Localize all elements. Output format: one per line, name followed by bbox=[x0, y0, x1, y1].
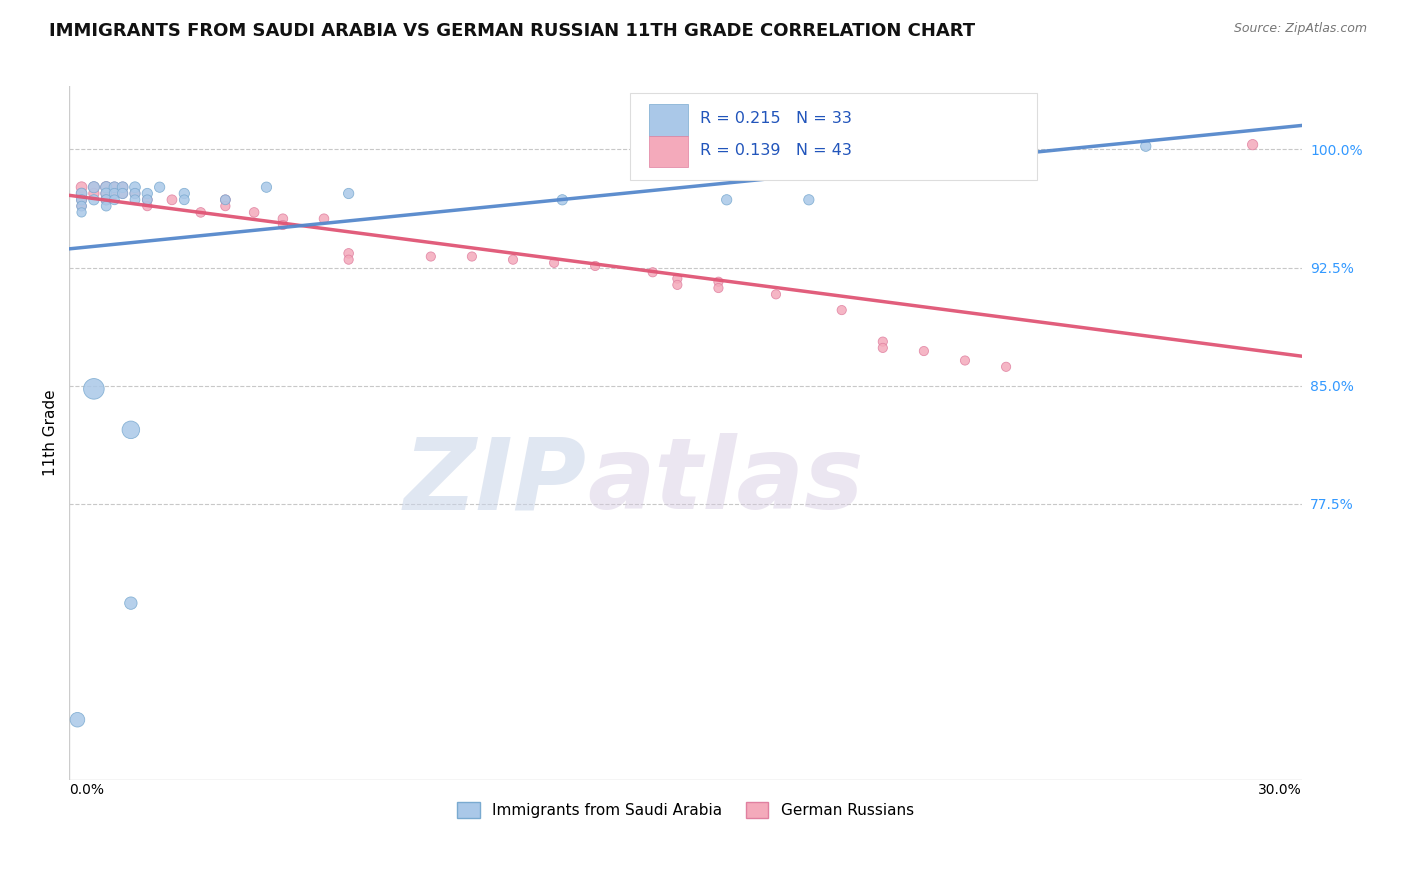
Point bbox=[96, 180, 118, 194]
Text: R = 0.215   N = 33: R = 0.215 N = 33 bbox=[700, 112, 852, 127]
Point bbox=[190, 205, 212, 219]
Point bbox=[70, 186, 93, 201]
Point bbox=[149, 180, 172, 194]
Point bbox=[173, 193, 195, 207]
Point bbox=[70, 205, 93, 219]
Point bbox=[912, 344, 935, 359]
Point bbox=[995, 359, 1018, 374]
Point bbox=[124, 186, 146, 201]
Point bbox=[103, 180, 125, 194]
Point bbox=[872, 341, 894, 355]
Point bbox=[120, 596, 142, 610]
Text: R = 0.139   N = 43: R = 0.139 N = 43 bbox=[700, 143, 852, 158]
Point bbox=[1241, 137, 1264, 152]
Point bbox=[136, 193, 159, 207]
Point bbox=[70, 193, 93, 207]
Point bbox=[111, 186, 134, 201]
Point bbox=[96, 180, 118, 194]
Point bbox=[124, 193, 146, 207]
FancyBboxPatch shape bbox=[630, 94, 1036, 180]
Point bbox=[96, 186, 118, 201]
FancyBboxPatch shape bbox=[648, 104, 688, 136]
Point bbox=[716, 193, 738, 207]
Point bbox=[214, 193, 236, 207]
Text: Source: ZipAtlas.com: Source: ZipAtlas.com bbox=[1233, 22, 1367, 36]
Point bbox=[551, 193, 574, 207]
Point bbox=[953, 353, 976, 368]
Point bbox=[111, 180, 134, 194]
Point bbox=[214, 199, 236, 213]
Point bbox=[96, 193, 118, 207]
Text: ZIP: ZIP bbox=[404, 433, 586, 530]
Point bbox=[96, 193, 118, 207]
Point bbox=[337, 186, 360, 201]
Text: IMMIGRANTS FROM SAUDI ARABIA VS GERMAN RUSSIAN 11TH GRADE CORRELATION CHART: IMMIGRANTS FROM SAUDI ARABIA VS GERMAN R… bbox=[49, 22, 976, 40]
Point bbox=[111, 186, 134, 201]
Point bbox=[111, 180, 134, 194]
Text: atlas: atlas bbox=[586, 433, 863, 530]
Point bbox=[214, 193, 236, 207]
Point bbox=[70, 193, 93, 207]
Point bbox=[66, 713, 89, 727]
Point bbox=[666, 277, 689, 292]
Point bbox=[70, 180, 93, 194]
Point bbox=[70, 199, 93, 213]
Point bbox=[103, 180, 125, 194]
Point bbox=[337, 252, 360, 267]
Point bbox=[707, 281, 730, 295]
Point bbox=[96, 199, 118, 213]
Point bbox=[96, 186, 118, 201]
Point bbox=[83, 180, 105, 194]
Point bbox=[83, 382, 105, 396]
Point bbox=[502, 252, 524, 267]
Point bbox=[543, 256, 565, 270]
Point bbox=[256, 180, 278, 194]
Point bbox=[583, 259, 606, 273]
FancyBboxPatch shape bbox=[648, 136, 688, 168]
Point bbox=[312, 211, 335, 226]
Point bbox=[136, 193, 159, 207]
Point bbox=[243, 205, 266, 219]
Point bbox=[103, 186, 125, 201]
Y-axis label: 11th Grade: 11th Grade bbox=[44, 390, 58, 476]
Point bbox=[83, 180, 105, 194]
Point bbox=[136, 199, 159, 213]
Point bbox=[103, 186, 125, 201]
Point bbox=[160, 193, 183, 207]
Point bbox=[419, 250, 441, 264]
Point bbox=[831, 303, 853, 318]
Legend: Immigrants from Saudi Arabia, German Russians: Immigrants from Saudi Arabia, German Rus… bbox=[451, 796, 920, 824]
Point bbox=[83, 193, 105, 207]
Point bbox=[797, 193, 820, 207]
Point bbox=[707, 275, 730, 289]
Point bbox=[271, 211, 294, 226]
Point bbox=[124, 186, 146, 201]
Point bbox=[83, 186, 105, 201]
Point bbox=[70, 186, 93, 201]
Text: 0.0%: 0.0% bbox=[69, 783, 104, 797]
Point bbox=[337, 246, 360, 260]
Point bbox=[461, 250, 484, 264]
Point bbox=[120, 423, 142, 437]
Point bbox=[872, 334, 894, 349]
Point bbox=[136, 186, 159, 201]
Point bbox=[124, 180, 146, 194]
Text: 30.0%: 30.0% bbox=[1258, 783, 1302, 797]
Point bbox=[765, 287, 787, 301]
Point bbox=[641, 265, 664, 279]
Point bbox=[173, 186, 195, 201]
Point bbox=[1135, 139, 1157, 153]
Point bbox=[666, 271, 689, 285]
Point bbox=[271, 218, 294, 232]
Point bbox=[103, 193, 125, 207]
Point bbox=[70, 199, 93, 213]
